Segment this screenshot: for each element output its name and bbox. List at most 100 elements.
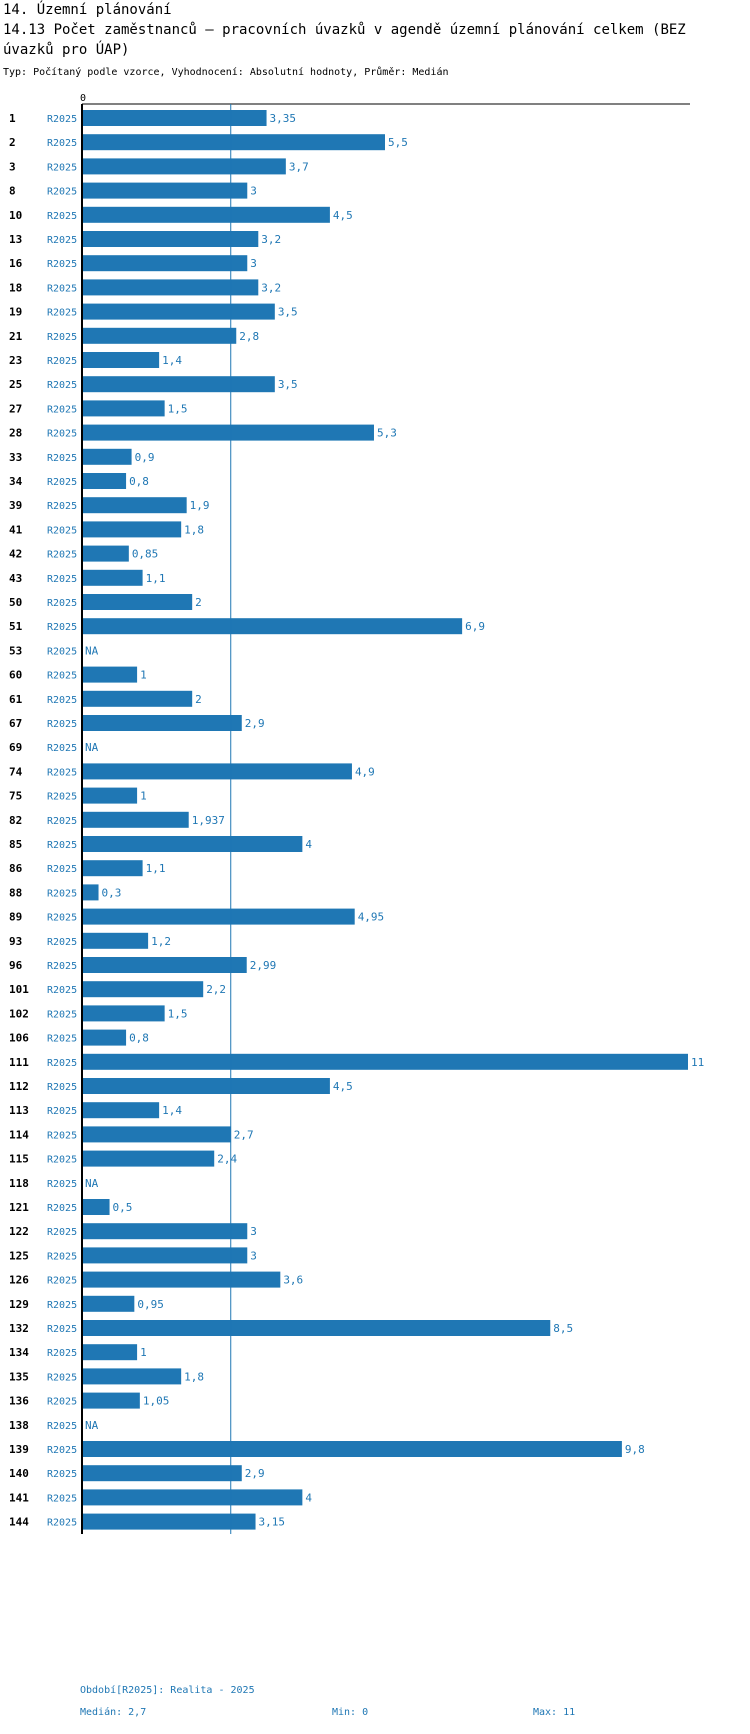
category-label: 135 [9, 1370, 29, 1383]
category-label: 85 [9, 838, 22, 851]
category-label: 121 [9, 1201, 29, 1214]
period-label: R2025 [47, 1130, 77, 1141]
period-label: R2025 [47, 477, 77, 488]
bar [82, 448, 132, 465]
bar [82, 303, 275, 320]
period-label: R2025 [47, 1445, 77, 1456]
value-label: 1 [140, 1346, 147, 1359]
category-label: 33 [9, 451, 22, 464]
value-label: 2,9 [245, 1467, 265, 1480]
value-label: NA [85, 741, 99, 754]
bar [82, 1320, 551, 1336]
value-label: 1,05 [143, 1395, 170, 1408]
bar [82, 1029, 127, 1046]
value-label: 1 [140, 669, 147, 682]
period-label: R2025 [47, 550, 77, 561]
value-label: 3 [250, 1225, 257, 1238]
period-label: R2025 [47, 816, 77, 827]
x-tick-label: 0 [80, 93, 86, 104]
value-label: 3,5 [278, 306, 298, 319]
category-label: 138 [9, 1419, 29, 1432]
bar [82, 884, 99, 901]
bar [82, 1078, 330, 1094]
value-label: 4,95 [358, 911, 385, 924]
period-label: R2025 [47, 767, 77, 778]
value-label: 3,2 [261, 281, 281, 294]
value-label: 3,7 [289, 160, 309, 173]
bar [82, 110, 267, 126]
value-label: 5,5 [388, 136, 408, 149]
footer-min: Min: 0 [332, 1707, 369, 1718]
category-label: 16 [9, 257, 23, 270]
value-label: 2,99 [250, 959, 276, 972]
bar [82, 424, 374, 441]
bar [82, 1441, 622, 1457]
period-label: R2025 [47, 114, 77, 125]
bar [82, 1150, 215, 1167]
category-label: 126 [9, 1274, 29, 1287]
category-label: 69 [9, 741, 22, 754]
value-label: 4 [305, 1491, 312, 1504]
period-label: R2025 [47, 235, 77, 246]
category-label: 88 [9, 886, 22, 899]
bar [82, 787, 138, 804]
bar [82, 1271, 281, 1288]
footer-max: Max: 11 [533, 1707, 576, 1718]
period-label: R2025 [47, 1251, 77, 1262]
category-label: 43 [9, 572, 22, 585]
category-label: 2 [9, 136, 16, 149]
value-label: 3,5 [278, 378, 298, 391]
category-label: 75 [9, 790, 22, 803]
value-label: 1,5 [168, 1007, 188, 1020]
bar [82, 836, 303, 852]
bar [82, 715, 242, 731]
value-label: 2,7 [234, 1128, 254, 1141]
bar [82, 1368, 182, 1385]
period-label: R2025 [47, 1276, 77, 1287]
value-label: 1,2 [151, 935, 171, 948]
period-label: R2025 [47, 1421, 77, 1432]
value-label: 3 [250, 185, 257, 198]
value-label: 8,5 [553, 1322, 573, 1335]
period-label: R2025 [47, 332, 77, 343]
value-label: 11 [691, 1056, 704, 1069]
period-label: R2025 [47, 525, 77, 536]
value-label: 0,85 [132, 548, 159, 561]
bar [82, 473, 127, 489]
value-label: 0,3 [102, 886, 122, 899]
period-label: R2025 [47, 1009, 77, 1020]
category-label: 122 [9, 1225, 29, 1238]
value-label: 2,8 [239, 330, 259, 343]
category-label: 67 [9, 717, 22, 730]
footer-median: Medián: 2,7 [80, 1707, 147, 1718]
value-label: 2,9 [245, 717, 265, 730]
category-label: 34 [9, 475, 23, 488]
value-label: 1,4 [162, 354, 182, 367]
category-label: 28 [9, 427, 22, 440]
value-label: 4,5 [333, 209, 353, 222]
value-label: 0,8 [129, 1032, 149, 1045]
period-label: R2025 [47, 985, 77, 996]
bar [82, 352, 160, 368]
value-label: 1,1 [146, 572, 166, 585]
period-label: R2025 [47, 937, 77, 948]
period-label: R2025 [47, 646, 77, 657]
bar [82, 182, 248, 199]
value-label: NA [85, 644, 99, 657]
value-label: 1,8 [184, 523, 204, 536]
period-label: R2025 [47, 1348, 77, 1359]
value-label: 9,8 [625, 1443, 645, 1456]
bar [82, 1247, 248, 1264]
period-label: R2025 [47, 913, 77, 924]
bar [82, 594, 193, 610]
category-label: 39 [9, 499, 22, 512]
category-label: 140 [9, 1467, 29, 1480]
section-title: 14. Územní plánování [3, 2, 172, 18]
category-label: 27 [9, 402, 22, 415]
period-label: R2025 [47, 1179, 77, 1190]
bar [82, 1223, 248, 1240]
value-label: NA [85, 1177, 99, 1190]
bar [82, 1005, 165, 1022]
bar [82, 1295, 135, 1312]
value-label: 1,4 [162, 1104, 182, 1117]
